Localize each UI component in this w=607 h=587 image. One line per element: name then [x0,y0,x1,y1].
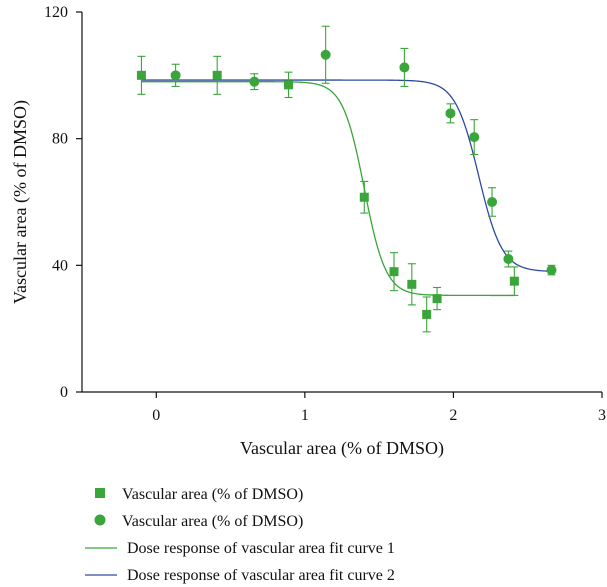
data-point-circle [546,265,557,276]
data-point-circle [469,132,480,143]
x-tick-label: 2 [449,407,457,424]
data-point-circle [320,49,331,60]
fit-curves [141,79,552,297]
fit-curve-2 [141,79,552,272]
tick-marks [76,11,603,398]
data-point-circle [170,70,181,81]
axes [81,12,602,393]
data-point-square [359,192,369,202]
x-axis-title: Vascular area (% of DMSO) [240,438,444,459]
fit-curve-1 [141,81,515,297]
error-bars [137,25,556,333]
data-point-circle [249,76,260,87]
x-tick-label: 3 [598,407,606,424]
y-tick-label: 80 [52,131,68,148]
data-point-circle [487,197,498,207]
x-tick-label: 0 [152,407,160,424]
tick-labels: 0 1 2 3 0 40 80 120 [44,4,606,424]
legend: Vascular area (% of DMSO) Vascular area … [85,486,395,584]
data-point-square [407,279,417,289]
y-tick-label: 0 [60,384,68,401]
data-point-square [422,309,432,319]
data-point-square [432,294,442,304]
y-tick-label: 40 [52,257,68,274]
data-point-square [136,70,146,80]
data-point-square [509,276,519,286]
data-point-square [284,80,294,90]
legend-label-series-1: Vascular area (% of DMSO) [122,486,303,503]
y-tick-label: 120 [44,4,68,21]
data-point-circle [503,254,514,264]
data-point-square [389,267,399,277]
data-point-circle [445,108,456,119]
legend-square-marker [95,488,105,498]
x-tick-label: 1 [301,407,309,424]
data-point-circle [399,62,410,73]
data-markers [136,49,557,319]
legend-label-fit-1: Dose response of vascular area fit curve… [127,540,395,557]
data-point-square [212,70,222,80]
y-axis-title: Vascular area (% of DMSO) [10,100,31,304]
legend-circle-marker [94,514,106,526]
legend-label-fit-2: Dose response of vascular area fit curve… [127,567,395,584]
legend-label-series-2: Vascular area (% of DMSO) [122,513,303,530]
